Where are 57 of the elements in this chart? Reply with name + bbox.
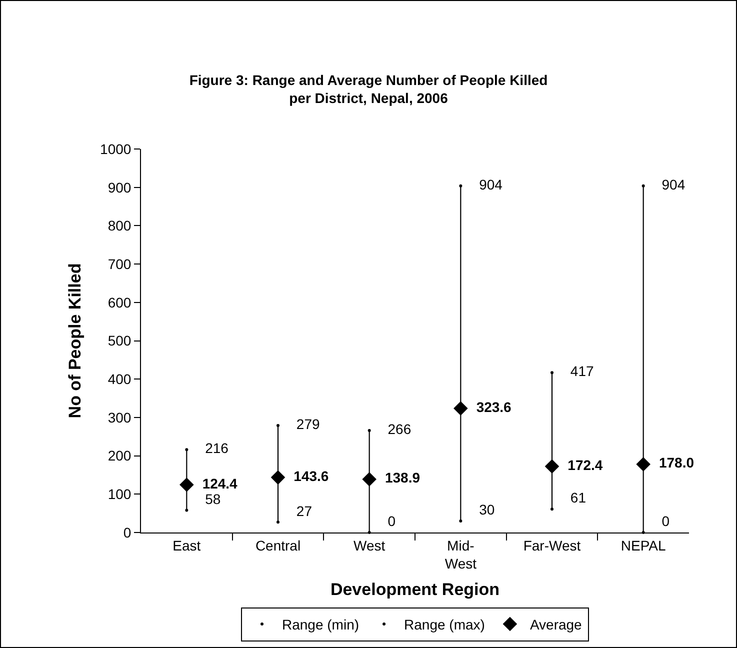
point [180,478,194,492]
data-label: 417 [554,363,594,380]
point [362,472,376,486]
y-tick-label: 400 [108,370,132,387]
x-axis-title: Development Region [330,580,500,599]
chart-title: Figure 3: Range and Average Number of People Killed per District, Nepal, 2006 [189,72,548,106]
y-tick-label: 900 [108,179,132,196]
point [544,459,560,474]
data-label: 178.0 [658,454,694,471]
data-label: 904 [464,176,503,192]
y-tick-label: 200 [108,448,132,464]
data-label: 138.9 [384,470,420,486]
point [550,371,554,374]
data-label: 216 [190,440,229,456]
data-label: 172.4 [568,456,603,473]
point [270,470,286,485]
data-label: 27 [280,502,312,519]
point [185,508,188,512]
x-tick-label: East [172,537,201,554]
legend-label: Range (max) [404,616,485,632]
data-label: 30 [464,502,495,518]
point [636,457,650,472]
x-tick-label: West [354,537,386,554]
point [276,424,280,427]
x-tick-label: Mid- West [444,537,477,572]
point [550,508,554,511]
data-label: 58 [190,490,221,507]
legend-label: Average [530,616,582,632]
point [459,184,462,188]
point [276,520,280,524]
data-label: 323.6 [476,398,512,415]
point [454,401,468,416]
y-tick-label: 500 [108,332,132,349]
y-tick-label: 1000 [100,140,132,157]
x-tick-label: NEPAL [620,537,666,554]
data-label: 124.4 [202,475,238,492]
data-label: 143.6 [294,468,329,484]
y-axis-title: No of People Killed [66,263,85,418]
y-tick-label: 600 [108,294,132,310]
x-tick-label: Far-West [523,537,581,554]
point [185,448,188,452]
data-label: 0 [372,513,396,530]
point [459,519,462,522]
y-tick-label: 700 [108,256,132,272]
y-tick-label: 300 [108,409,132,426]
y-tick-label: 100 [108,486,132,502]
x-tick-label: Central [255,537,301,554]
data-label: 0 [646,513,670,530]
point [368,428,371,432]
data-label: 904 [646,176,686,192]
data-label: 266 [372,420,412,437]
data-label: 279 [280,416,320,432]
point [642,184,645,188]
y-tick-label: 0 [123,524,132,540]
y-tick-label: 800 [108,218,132,234]
legend-label: Range (min) [282,616,360,632]
data-label: 61 [554,490,586,506]
